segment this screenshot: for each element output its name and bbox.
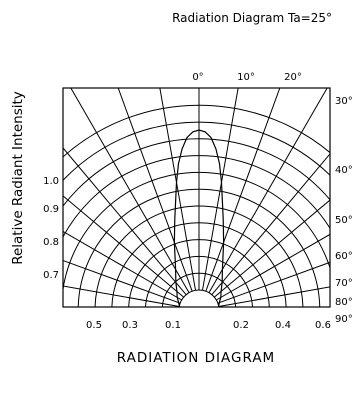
bottom-tick-label: 0.5 <box>86 320 102 331</box>
grid-radial <box>213 199 330 298</box>
bottom-tick-label: 0.2 <box>233 320 249 331</box>
grid-arc <box>178 289 220 307</box>
grid-radial <box>117 88 193 292</box>
radiation-pattern <box>173 129 225 307</box>
intensity-tick-label: 1.0 <box>43 176 59 187</box>
intensity-tick-label: 0.7 <box>43 270 59 281</box>
grid-radial <box>208 88 328 293</box>
angle-tick-label-right: 60° <box>335 251 353 262</box>
angle-tick-label-right: 90° <box>335 314 353 325</box>
grid-radial <box>218 286 330 307</box>
grid-radial <box>70 88 190 293</box>
bottom-tick-label: 0.1 <box>165 320 181 331</box>
grid-radial <box>63 259 181 304</box>
x-axis-label: RADIATION DIAGRAM <box>117 350 275 366</box>
angle-tick-label-right: 30° <box>335 96 353 107</box>
polar-grid <box>63 88 330 307</box>
bottom-tick-label: 0.3 <box>122 320 138 331</box>
chart-title: Radiation Diagram Ta=25° <box>172 11 332 25</box>
angle-tick-label-top: 10° <box>237 72 255 83</box>
grid-radial <box>201 88 239 291</box>
bottom-tick-label: 0.4 <box>275 320 291 331</box>
angle-tick-label-right: 80° <box>335 297 353 308</box>
grid-radial <box>63 147 187 296</box>
grid-radial <box>205 88 281 292</box>
angle-tick-label-top: 0° <box>192 72 203 83</box>
grid-radial <box>217 261 330 304</box>
grid-radial <box>159 88 197 291</box>
angle-tick-label-right: 40° <box>335 165 353 176</box>
grid-radial <box>63 195 185 298</box>
grid-radial <box>211 153 330 296</box>
angle-tick-label-right: 70° <box>335 278 353 289</box>
intensity-tick-label: 0.9 <box>43 204 59 215</box>
pattern-curve <box>173 129 225 307</box>
grid-radial <box>216 233 330 301</box>
angle-tick-label-right: 50° <box>335 215 353 226</box>
y-axis-label: Relative Radiant Intensity <box>10 91 26 265</box>
intensity-tick-label: 0.8 <box>43 237 59 248</box>
grid-radial <box>63 230 182 301</box>
plot-frame <box>62 87 331 308</box>
angle-tick-label-top: 20° <box>284 72 302 83</box>
grid-radial <box>63 285 180 307</box>
bottom-tick-label: 0.6 <box>315 320 331 331</box>
